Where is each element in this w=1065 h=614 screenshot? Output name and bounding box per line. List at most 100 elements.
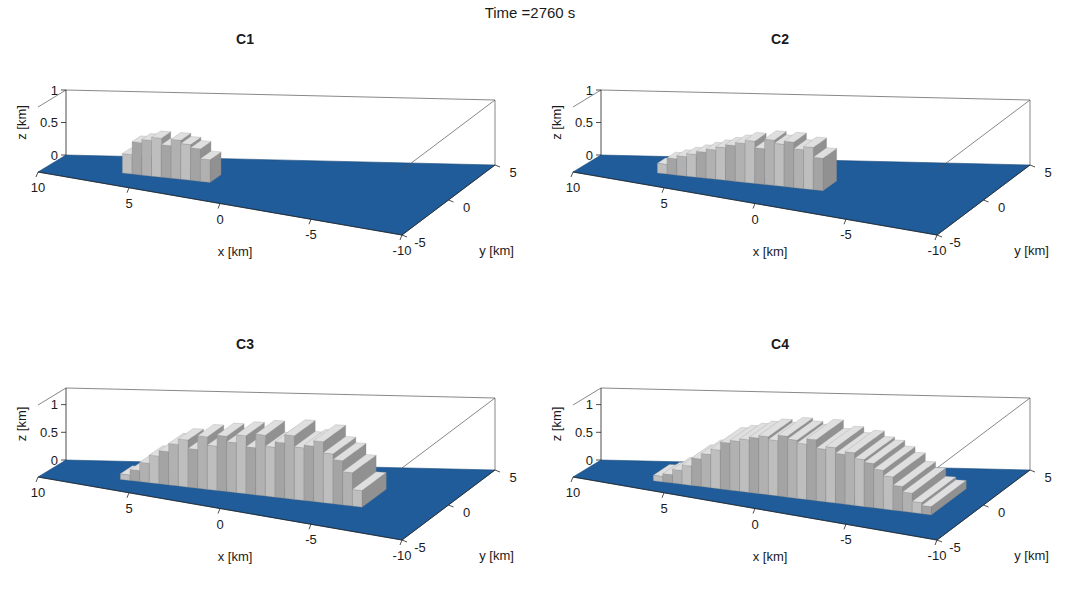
y-axis-title: y [km] — [1014, 548, 1049, 563]
x-tick — [400, 540, 402, 545]
plume-front — [682, 465, 692, 486]
plume-front — [122, 154, 132, 175]
plume — [122, 131, 221, 182]
plume-front — [663, 474, 673, 483]
panel-title: C4 — [771, 336, 789, 352]
plume-front — [161, 145, 171, 179]
x-tick-label: 10 — [566, 485, 580, 500]
box-edge — [937, 398, 1030, 468]
x-tick-label: 0 — [216, 517, 223, 532]
plume-front — [778, 435, 788, 497]
z-tick-label: 0.5 — [575, 425, 593, 440]
plume-front — [755, 148, 765, 185]
plume-front — [285, 435, 295, 500]
y-tick — [449, 505, 454, 507]
z-tick — [596, 460, 601, 461]
plume-front — [181, 144, 191, 181]
x-axis-title: x [km] — [753, 244, 788, 259]
x-tick-label: -5 — [305, 532, 317, 547]
z-tick-label: 0.5 — [575, 115, 593, 130]
box-edge — [601, 388, 1030, 398]
plume-top — [152, 131, 171, 138]
x-tick — [309, 524, 311, 529]
plume-front — [730, 440, 740, 491]
z-tick-label: 0 — [51, 148, 58, 163]
z-tick-label: 0 — [586, 453, 593, 468]
y-axis-title: y [km] — [479, 548, 514, 563]
plume-front — [903, 492, 913, 513]
z-tick — [596, 404, 601, 405]
plume-front — [304, 445, 314, 502]
plume-front — [893, 485, 903, 511]
x-tick — [662, 493, 664, 498]
plume-front — [874, 469, 884, 509]
z-tick — [61, 90, 66, 91]
x-tick — [218, 509, 220, 514]
y-tick — [1030, 470, 1035, 472]
plume-front — [294, 447, 304, 501]
plume-front — [667, 158, 677, 175]
y-tick-label: -5 — [949, 235, 961, 250]
y-axis-title: y [km] — [479, 243, 514, 258]
z-axis-title: z [km] — [549, 407, 564, 442]
plume-front — [922, 505, 932, 514]
z-tick-label: 0.5 — [40, 115, 58, 130]
y-tick — [984, 505, 989, 507]
box-edge — [601, 90, 1030, 100]
plume-front — [768, 439, 778, 496]
z-tick-label: 1 — [51, 397, 58, 412]
x-tick-label: 0 — [216, 212, 223, 227]
x-axis-title: x [km] — [218, 244, 253, 259]
plume-top — [200, 151, 221, 160]
panel: 1050-5-10-50500.51C2x [km]y [km]z [km] — [549, 31, 1052, 259]
plume-front — [687, 153, 697, 177]
plume-front — [716, 147, 726, 181]
box-edge — [937, 100, 1030, 170]
plume-front — [788, 439, 798, 498]
z-axis-title: z [km] — [14, 407, 29, 442]
plume-front — [706, 149, 716, 179]
plume-front — [217, 435, 227, 492]
x-tick — [753, 509, 755, 514]
y-tick-label: 0 — [463, 505, 470, 520]
plume-front — [774, 143, 784, 186]
plume-top — [343, 454, 376, 472]
box-edge — [1030, 100, 1031, 165]
plume-front — [256, 434, 266, 496]
plume-front — [265, 446, 275, 497]
plume-front — [314, 441, 324, 503]
y-tick — [402, 235, 407, 237]
x-axis-line — [573, 477, 937, 540]
z-tick-label: 0 — [586, 148, 593, 163]
plume-front — [207, 445, 217, 490]
plume-front — [191, 148, 201, 182]
z-tick-label: 0 — [51, 453, 58, 468]
panel: 1050-5-10-50500.51C3x [km]y [km]z [km] — [14, 336, 517, 564]
x-tick-label: -5 — [840, 532, 852, 547]
x-tick — [127, 493, 129, 498]
x-tick — [571, 477, 573, 482]
y-tick-label: 0 — [998, 505, 1005, 520]
plume-front — [794, 149, 804, 189]
panel: 1050-5-10-50500.51C1x [km]y [km]z [km] — [14, 31, 517, 259]
plume-top — [333, 443, 366, 461]
y-tick-label: 5 — [1044, 470, 1051, 485]
plume-front — [132, 142, 142, 176]
panel-title: C2 — [771, 31, 789, 47]
plume-front — [845, 452, 855, 506]
z-tick — [596, 122, 601, 123]
plume-front — [169, 443, 179, 486]
x-tick-label: 0 — [751, 517, 758, 532]
x-tick — [400, 235, 402, 240]
plume-front — [178, 439, 188, 487]
y-tick-label: 0 — [998, 200, 1005, 215]
y-tick — [937, 235, 942, 237]
x-tick — [844, 219, 846, 224]
z-tick-label: 1 — [586, 83, 593, 98]
x-axis-title: x [km] — [753, 549, 788, 564]
plume-front — [745, 140, 755, 183]
x-tick-label: 5 — [660, 501, 667, 516]
plume-front — [797, 443, 807, 500]
plume-front — [759, 436, 769, 495]
panel-title: C1 — [236, 31, 254, 47]
